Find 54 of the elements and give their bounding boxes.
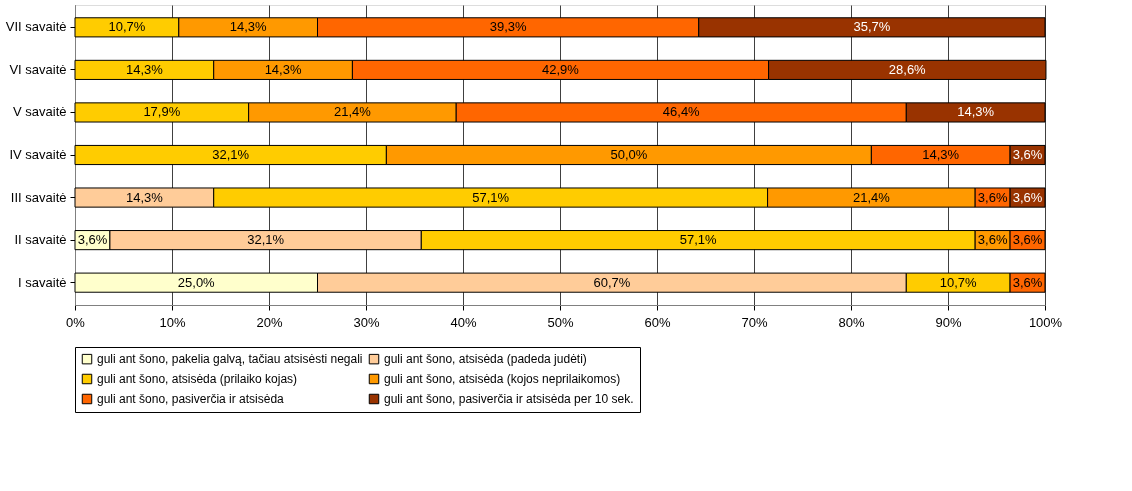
x-tick-label: 50% [547, 314, 574, 330]
data-label: 42,9% [542, 61, 580, 77]
legend-label: guli ant šono, atsisėda (padeda judėti) [384, 352, 587, 367]
data-label: 3,6% [77, 232, 108, 248]
data-label: 14,3% [125, 189, 164, 205]
data-label: 14,3% [229, 19, 268, 35]
data-label: 3,6% [1012, 147, 1043, 162]
data-label: 10,7% [939, 274, 978, 290]
data-label: 14,3% [922, 147, 960, 162]
data-label: 14,3% [125, 61, 164, 77]
x-tick-label: 100% [1028, 314, 1063, 330]
legend-label: guli ant šono, pasiverčia ir atsisėda per 10 sek. [384, 392, 634, 406]
data-label: 3,6% [977, 189, 1008, 205]
data-label: 21,4% [333, 104, 372, 120]
y-tick-label: V savaitė [13, 104, 67, 120]
x-tick-label: 20% [256, 314, 283, 330]
data-label: 46,4% [662, 104, 701, 120]
x-tick-label: 30% [353, 314, 380, 330]
legend-label: guli ant šono, pasiverčia ir atsisėda [97, 392, 285, 406]
x-tick-label: 80% [838, 314, 865, 330]
legend-label: guli ant šono, pakelia galvą, tačiau atsisėsti negali [97, 352, 363, 367]
data-label: 32,1% [212, 147, 250, 162]
data-label: 14,3% [264, 61, 302, 77]
data-label: 35,7% [853, 19, 891, 35]
y-tick-label: VI savaitė [9, 61, 67, 77]
legend-label: guli ant šono, atsisėda (prilaiko kojas) [97, 372, 298, 386]
data-label: 57,1% [472, 189, 510, 205]
y-tick-label: IV savaitė [9, 147, 67, 162]
data-label: 3,6% [1012, 274, 1043, 290]
data-label: 39,3% [489, 19, 527, 35]
data-label: 3,6% [1012, 232, 1043, 248]
x-tick-label: 0% [66, 314, 86, 330]
x-tick-label: 90% [935, 314, 962, 330]
y-tick-label: I savaitė [18, 274, 67, 290]
data-label: 28,6% [888, 61, 927, 77]
x-tick-label: 10% [159, 314, 186, 330]
y-tick-label: III savaitė [10, 189, 67, 205]
data-label: 60,7% [593, 274, 631, 290]
data-label: 17,9% [143, 104, 181, 120]
x-tick-label: 70% [741, 314, 768, 330]
data-label: 3,6% [1012, 189, 1043, 205]
data-label: 50,0% [610, 147, 648, 162]
data-label: 21,4% [852, 189, 891, 205]
legend-label: guli ant šono, atsisėda (kojos neprilaikomos) [384, 372, 621, 386]
data-label: 14,3% [957, 104, 995, 120]
x-tick-label: 40% [450, 314, 477, 330]
x-tick-label: 60% [644, 314, 671, 330]
data-label: 10,7% [108, 19, 146, 35]
y-tick-label: II savaitė [14, 232, 67, 248]
data-label: 32,1% [247, 232, 285, 248]
data-label: 25,0% [177, 274, 216, 290]
data-label: 3,6% [977, 232, 1008, 248]
data-label: 57,1% [679, 232, 718, 248]
y-tick-label: VII savaitė [5, 19, 67, 35]
